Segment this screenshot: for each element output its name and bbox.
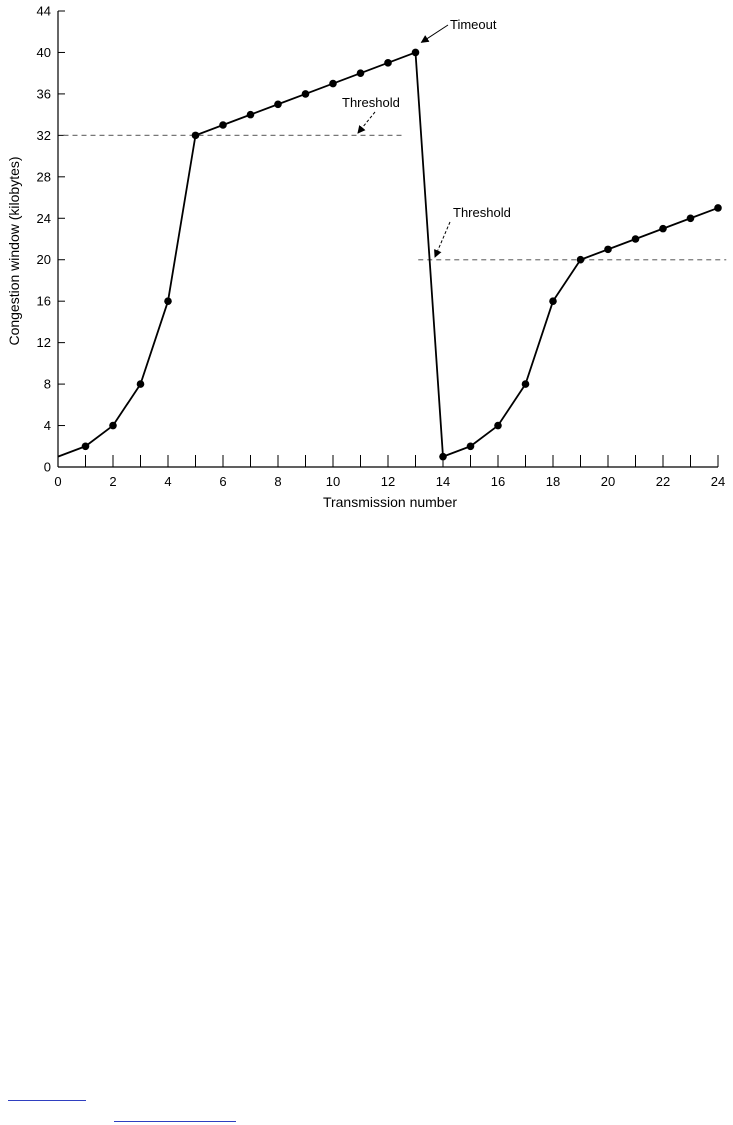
y-tick-label: 36 (37, 86, 51, 101)
x-tick-label: 12 (381, 474, 395, 489)
data-point (356, 69, 365, 77)
annotation-arrow (434, 221, 451, 258)
data-point (714, 204, 722, 212)
y-tick-label: 4 (44, 418, 51, 433)
x-tick-label: 18 (546, 474, 560, 489)
data-point (631, 235, 640, 243)
annotations: Timeout Threshold Threshold (342, 17, 511, 258)
data-point (659, 224, 667, 233)
data-point (604, 245, 612, 254)
x-tick-label: 16 (491, 474, 505, 489)
data-point (521, 380, 530, 388)
annotation-label: Timeout (450, 17, 497, 32)
data-point (686, 214, 695, 223)
annotation-arrow (420, 24, 449, 43)
threshold-lines (63, 134, 727, 261)
x-tick-label: 4 (164, 474, 171, 489)
data-point (411, 48, 420, 57)
x-tick-label: 24 (711, 474, 725, 489)
x-tick-label: 2 (109, 474, 116, 489)
data-point (329, 79, 337, 88)
underline-link-2[interactable] (114, 1121, 236, 1122)
data-point (274, 100, 282, 109)
x-axis-title: Transmission number (323, 494, 457, 510)
data-point (439, 452, 447, 461)
y-tick-label: 8 (44, 377, 51, 392)
data-point (494, 421, 502, 430)
data-point (81, 442, 90, 451)
y-tick-label: 44 (37, 4, 51, 19)
data-point (164, 297, 172, 305)
y-tick-label: 28 (37, 169, 51, 184)
y-tick-label: 12 (37, 335, 51, 350)
y-tick-label: 24 (37, 211, 51, 226)
x-tick-label: 14 (436, 474, 450, 489)
x-tick-label: 22 (656, 474, 670, 489)
data-point (384, 59, 392, 67)
series-congestion-window (57, 48, 722, 461)
y-tick-label: 16 (37, 294, 51, 309)
x-tick-label: 0 (54, 474, 61, 489)
y-tick-label: 0 (44, 460, 51, 475)
data-point (219, 121, 227, 129)
data-point (466, 442, 475, 451)
data-point (301, 90, 310, 98)
y-tick-label: 32 (37, 128, 51, 143)
data-point (109, 421, 117, 430)
series-line (57, 51, 719, 458)
data-point (136, 380, 145, 388)
y-tick-label: 40 (37, 45, 51, 60)
x-tick-label: 6 (219, 474, 226, 489)
x-tick-label: 10 (326, 474, 340, 489)
y-tick-label: 20 (37, 252, 51, 267)
annotation-label: Threshold (342, 95, 400, 110)
annotation-label: Threshold (453, 205, 511, 220)
x-tick-label: 8 (274, 474, 281, 489)
data-point (191, 131, 200, 140)
x-tick-label: 20 (601, 474, 615, 489)
underline-link-1[interactable] (8, 1100, 86, 1101)
data-point (576, 255, 585, 264)
data-point (549, 297, 557, 305)
annotation-arrow (357, 111, 376, 134)
y-axis-title: Congestion window (kilobytes) (6, 156, 22, 345)
data-point (246, 110, 255, 119)
